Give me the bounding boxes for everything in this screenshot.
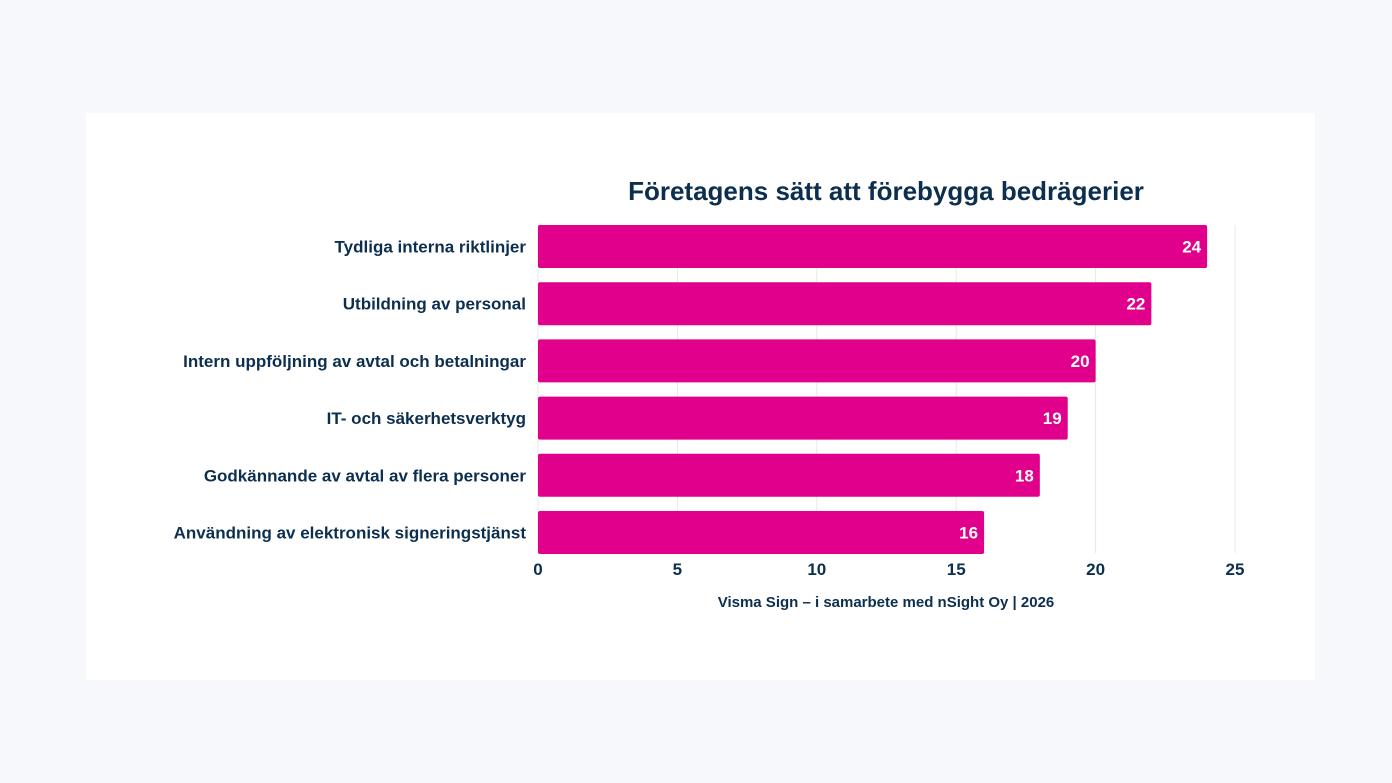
bar-1 [538, 225, 1208, 268]
category-label-2: Utbildning av personal [343, 295, 526, 314]
category-label-1: Tydliga interna riktlinjer [335, 238, 527, 257]
category-label-3: Intern uppföljning av avtal och betalnin… [183, 352, 526, 371]
bar-4 [538, 396, 1068, 440]
value-label-1: 24 [1182, 238, 1201, 257]
chart-card: 0 5 10 15 20 25 Tydliga interna riktlinjer 24 Ut… [86, 113, 1315, 680]
x-tick-label-15: 15 [947, 560, 966, 579]
labels: 0 5 10 15 20 25 Tydliga interna riktlinjer 24 Ut… [174, 238, 1245, 580]
x-tick-label-5: 5 [673, 560, 682, 579]
x-tick-label-25: 25 [1226, 560, 1245, 579]
grid-lines [537, 225, 1236, 553]
source-note: Visma Sign – i samarbete med nSight Oy |… [718, 594, 1055, 611]
x-tick-label-20: 20 [1086, 560, 1105, 579]
value-label-3: 20 [1071, 352, 1090, 371]
bar-3 [538, 339, 1096, 383]
bars [538, 225, 1208, 554]
bar-6 [538, 511, 985, 554]
bar-chart: 0 5 10 15 20 25 Tydliga interna riktlinjer 24 Ut… [174, 176, 1245, 611]
x-tick-label-0: 0 [533, 560, 542, 579]
chart-title: Företagens sätt att förebygga bedrägerie… [628, 176, 1144, 206]
bar-5 [538, 453, 1040, 497]
category-label-6: Användning av elektronisk signeringstjän… [174, 524, 527, 543]
value-label-4: 19 [1043, 409, 1062, 428]
x-tick-label-10: 10 [807, 560, 826, 579]
category-label-5: Godkännande av avtal av flera personer [204, 466, 527, 485]
bar-2 [538, 282, 1152, 326]
value-label-6: 16 [959, 524, 978, 543]
value-label-2: 22 [1126, 295, 1145, 314]
category-label-4: IT- och säkerhetsverktyg [327, 409, 526, 428]
value-label-5: 18 [1015, 466, 1034, 485]
